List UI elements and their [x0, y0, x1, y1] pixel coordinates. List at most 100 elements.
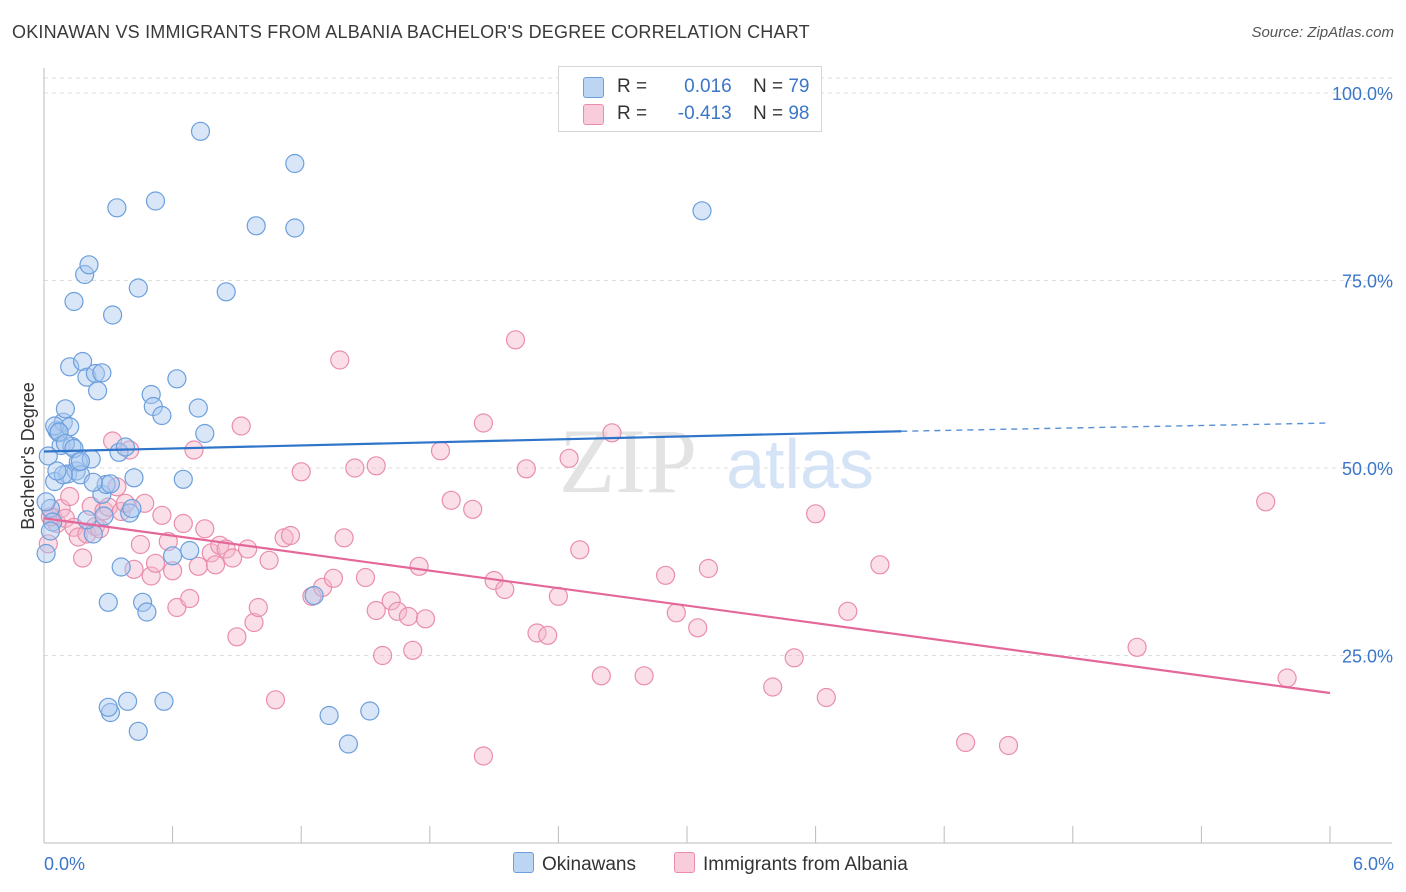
okinawan-point-45[interactable]	[188, 398, 208, 418]
albania-point-84[interactable]	[763, 677, 783, 697]
albania-point-63[interactable]	[415, 609, 436, 629]
albania-point-85[interactable]	[784, 648, 804, 668]
okinawan-point-59[interactable]	[77, 510, 97, 530]
albania-point-76[interactable]	[570, 540, 590, 560]
okinawan-point-53[interactable]	[338, 734, 358, 754]
okinawan-point-31[interactable]	[109, 442, 129, 462]
okinawan-point-19[interactable]	[79, 255, 99, 275]
albania-point-90[interactable]	[955, 732, 976, 753]
albania-point-52[interactable]	[330, 350, 350, 370]
albania-point-41[interactable]	[238, 539, 258, 559]
albania-point-43[interactable]	[248, 597, 268, 618]
albania-point-75[interactable]	[559, 448, 579, 468]
okinawan-point-0[interactable]	[36, 543, 56, 564]
albania-point-53[interactable]	[334, 528, 354, 548]
albania-point-93[interactable]	[1256, 492, 1276, 512]
albania-point-73[interactable]	[538, 625, 558, 645]
okinawan-point-63[interactable]	[163, 546, 183, 566]
albania-point-94[interactable]	[1277, 668, 1297, 688]
okinawan-point-68[interactable]	[49, 422, 69, 442]
albania-point-88[interactable]	[838, 601, 858, 621]
albania-point-83[interactable]	[698, 558, 719, 579]
albania-point-40[interactable]	[231, 416, 251, 436]
okinawan-point-41[interactable]	[154, 691, 174, 711]
okinawan-point-62[interactable]	[128, 721, 148, 741]
albania-point-35[interactable]	[205, 555, 226, 575]
albania-point-87[interactable]	[816, 687, 836, 708]
okinawan-point-77[interactable]	[152, 405, 172, 426]
okinawan-point-46[interactable]	[190, 121, 211, 141]
albania-point-39[interactable]	[227, 627, 247, 647]
albania-point-89[interactable]	[870, 555, 890, 575]
okinawan-point-75[interactable]	[122, 498, 142, 519]
okinawan-point-43[interactable]	[173, 469, 193, 489]
okinawan-point-51[interactable]	[304, 585, 324, 606]
okinawan-point-32[interactable]	[111, 557, 131, 577]
okinawan-point-40[interactable]	[145, 191, 166, 211]
okinawan-point-30[interactable]	[107, 198, 127, 218]
albania-point-25[interactable]	[152, 505, 172, 525]
albania-point-8[interactable]	[72, 548, 93, 568]
albania-point-33[interactable]	[195, 519, 215, 539]
okinawan-point-16[interactable]	[72, 351, 93, 372]
okinawan-point-48[interactable]	[216, 282, 236, 302]
albania-point-48[interactable]	[291, 462, 311, 482]
okinawan-point-52[interactable]	[319, 705, 339, 726]
albania-point-47[interactable]	[280, 525, 301, 546]
okinawan-point-17[interactable]	[75, 264, 95, 285]
albania-point-62[interactable]	[409, 556, 429, 576]
albania-point-71[interactable]	[516, 459, 536, 479]
okinawan-point-37[interactable]	[133, 592, 153, 612]
albania-point-5[interactable]	[60, 486, 80, 507]
albania-point-44[interactable]	[259, 550, 279, 570]
okinawan-point-27[interactable]	[98, 592, 118, 612]
okinawan-point-29[interactable]	[102, 305, 123, 325]
okinawan-point-66[interactable]	[40, 521, 61, 541]
okinawan-point-47[interactable]	[195, 423, 215, 444]
albania-point-45[interactable]	[265, 690, 286, 710]
albania-point-92[interactable]	[1127, 637, 1147, 657]
albania-point-67[interactable]	[473, 413, 493, 433]
albania-point-54[interactable]	[345, 458, 365, 478]
albania-point-27[interactable]	[163, 561, 183, 581]
albania-point-51[interactable]	[323, 568, 343, 588]
albania-point-58[interactable]	[381, 591, 401, 611]
albania-point-64[interactable]	[430, 441, 451, 461]
albania-point-32[interactable]	[188, 556, 208, 576]
albania-point-91[interactable]	[998, 735, 1019, 756]
okinawan-point-72[interactable]	[83, 472, 103, 492]
okinawan-point-78[interactable]	[285, 153, 305, 174]
okinawan-point-55[interactable]	[692, 201, 712, 221]
albania-point-22[interactable]	[135, 493, 155, 513]
okinawan-point-12[interactable]	[64, 291, 84, 312]
albania-point-59[interactable]	[388, 601, 408, 621]
okinawan-point-23[interactable]	[87, 381, 108, 401]
albania-point-80[interactable]	[655, 565, 676, 585]
legend-item-albania[interactable]: Immigrants from Albania	[674, 852, 908, 876]
okinawan-point-8[interactable]	[55, 399, 76, 419]
albania-point-31[interactable]	[184, 440, 204, 460]
albania-point-56[interactable]	[366, 600, 386, 621]
albania-point-38[interactable]	[223, 548, 243, 568]
okinawan-point-38[interactable]	[141, 384, 161, 405]
okinawan-point-28[interactable]	[100, 474, 121, 494]
albania-point-69[interactable]	[495, 579, 515, 600]
okinawan-point-61[interactable]	[117, 691, 138, 711]
albania-point-77[interactable]	[591, 666, 611, 686]
okinawan-point-44[interactable]	[180, 540, 200, 561]
albania-point-42[interactable]	[244, 612, 264, 633]
albania-point-86[interactable]	[805, 504, 826, 524]
albania-point-66[interactable]	[463, 499, 483, 519]
okinawan-point-25[interactable]	[94, 506, 114, 526]
albania-point-79[interactable]	[634, 666, 654, 686]
okinawan-point-67[interactable]	[47, 461, 67, 481]
albania-point-26[interactable]	[158, 531, 178, 552]
albania-point-65[interactable]	[441, 490, 461, 510]
albania-point-30[interactable]	[180, 588, 200, 609]
albania-point-70[interactable]	[505, 330, 526, 350]
okinawan-point-35[interactable]	[124, 468, 144, 488]
okinawan-point-33[interactable]	[115, 437, 136, 457]
albania-point-55[interactable]	[355, 567, 376, 588]
legend-item-okinawans[interactable]: Okinawans	[513, 852, 636, 876]
okinawan-point-49[interactable]	[246, 216, 266, 236]
